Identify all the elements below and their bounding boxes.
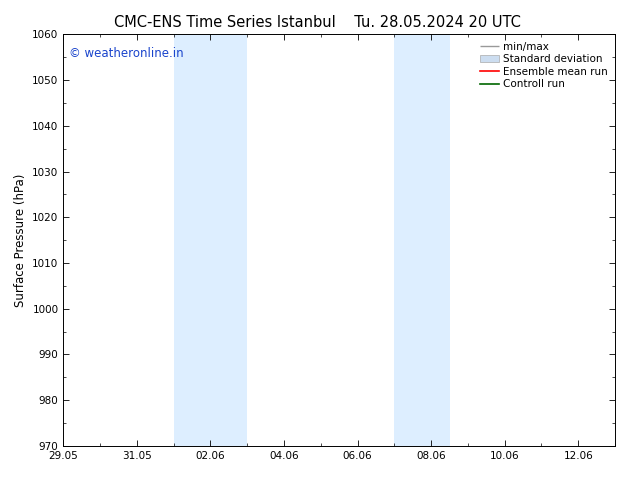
- Y-axis label: Surface Pressure (hPa): Surface Pressure (hPa): [14, 173, 27, 307]
- Bar: [174, 34, 247, 446]
- Text: CMC-ENS Time Series Istanbul    Tu. 28.05.2024 20 UTC: CMC-ENS Time Series Istanbul Tu. 28.05.2…: [113, 15, 521, 30]
- Legend: min/max, Standard deviation, Ensemble mean run, Controll run: min/max, Standard deviation, Ensemble me…: [478, 40, 610, 92]
- Bar: [394, 34, 450, 446]
- Text: © weatheronline.in: © weatheronline.in: [69, 47, 183, 60]
